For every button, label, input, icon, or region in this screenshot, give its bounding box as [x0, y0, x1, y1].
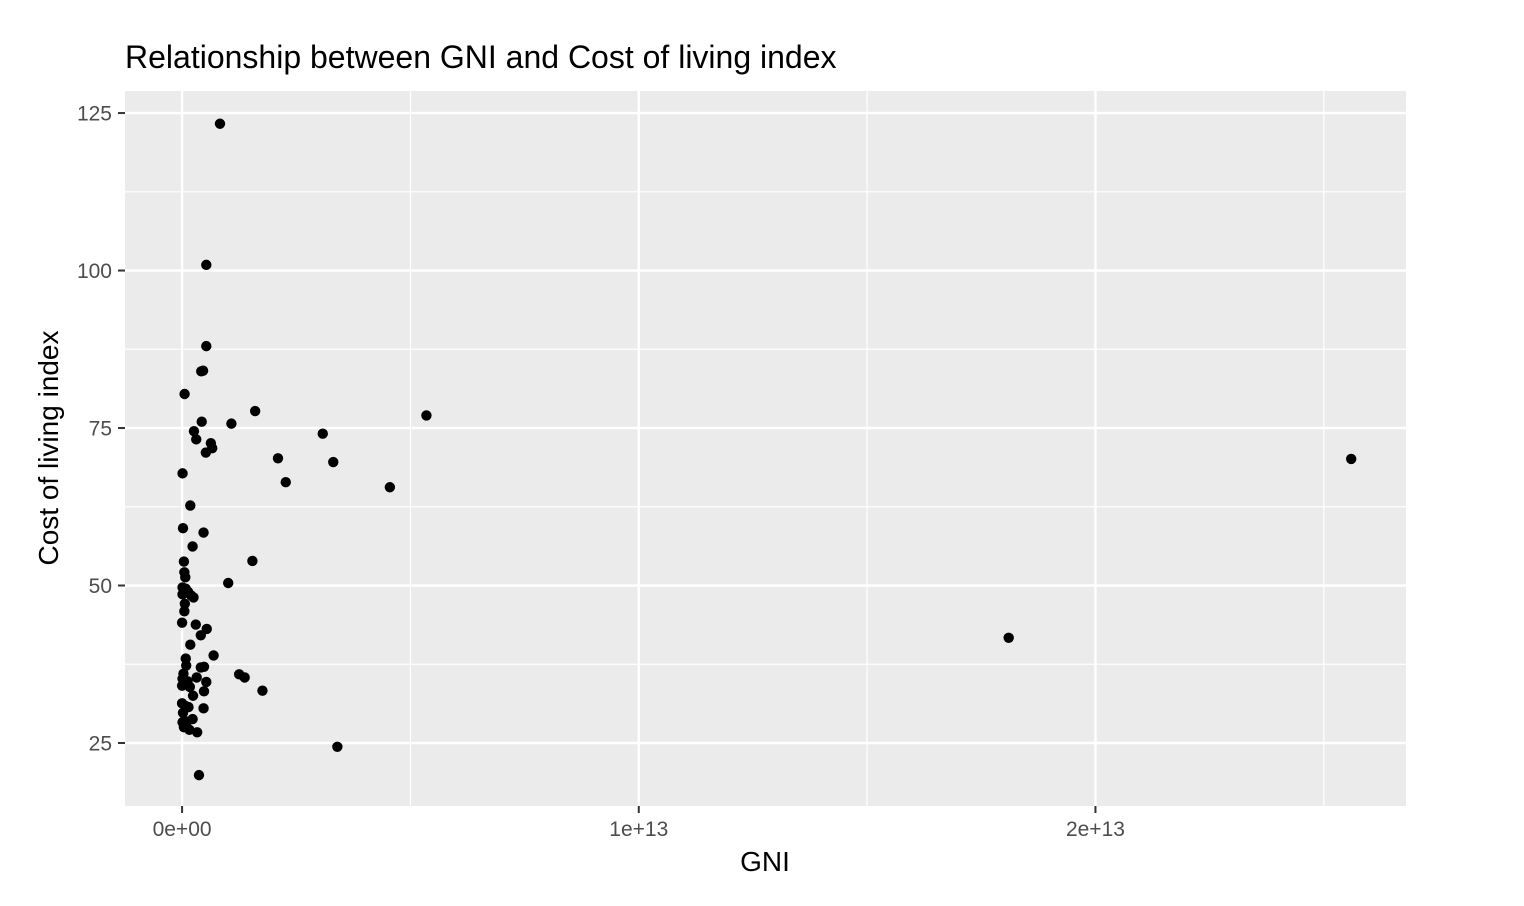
y-axis-title: Cost of living index	[33, 330, 64, 565]
data-point	[177, 468, 188, 479]
data-point	[280, 477, 291, 488]
y-tick-label: 125	[77, 103, 112, 126]
data-point	[185, 500, 196, 511]
data-point	[177, 522, 189, 534]
plot-panel	[125, 91, 1406, 806]
data-point	[384, 482, 396, 493]
data-point	[257, 685, 268, 696]
chart-title: Relationship between GNI and Cost of liv…	[125, 39, 837, 75]
data-point	[421, 410, 432, 421]
y-tick-label: 25	[89, 733, 112, 756]
data-point	[191, 672, 202, 683]
data-point	[198, 686, 210, 697]
data-point	[178, 556, 190, 567]
data-point	[247, 555, 258, 567]
data-point	[187, 541, 198, 552]
data-point	[328, 456, 339, 468]
data-point	[249, 405, 261, 417]
y-tick-label: 100	[77, 260, 112, 283]
data-point	[179, 388, 190, 400]
data-point	[185, 639, 196, 650]
data-point	[272, 453, 284, 464]
data-point	[184, 681, 196, 693]
data-point	[180, 660, 192, 671]
data-point	[177, 589, 188, 600]
data-point	[226, 418, 237, 429]
data-point	[188, 592, 199, 603]
data-point	[196, 416, 207, 427]
data-point	[201, 259, 212, 271]
data-point	[214, 118, 226, 129]
data-point	[200, 447, 212, 458]
minor-gridlines	[125, 91, 1406, 806]
x-axis-title: GNI	[740, 846, 790, 877]
data-point	[187, 713, 198, 725]
y-tick-label: 50	[89, 575, 112, 598]
data-point	[201, 340, 212, 352]
data-point	[201, 676, 212, 688]
data-point	[179, 606, 190, 617]
data-point	[190, 619, 201, 630]
data-point	[180, 572, 191, 583]
data-point	[179, 598, 191, 609]
data-point	[193, 769, 205, 781]
data-point	[188, 425, 200, 437]
data-point	[1345, 453, 1357, 465]
data-points	[176, 118, 1357, 781]
data-point	[239, 672, 250, 683]
data-point	[187, 690, 199, 701]
data-point	[208, 650, 219, 661]
data-point	[191, 434, 202, 445]
data-point	[198, 527, 209, 538]
data-point	[223, 577, 234, 589]
x-tick-label: 1e+13	[609, 818, 668, 841]
x-tick-label: 2e+13	[1066, 818, 1125, 841]
data-point	[332, 741, 343, 752]
data-point	[177, 707, 189, 718]
data-point	[176, 680, 188, 691]
data-point	[191, 727, 203, 738]
data-point	[1003, 632, 1014, 644]
data-point	[176, 617, 188, 628]
x-tick-label: 0e+00	[153, 818, 212, 841]
data-point	[198, 703, 209, 714]
data-point	[317, 428, 328, 439]
x-axis: 0e+00 1e+13 2e+13	[153, 806, 1125, 841]
y-tick-label: 75	[89, 418, 112, 441]
data-point	[198, 661, 210, 672]
data-point	[195, 630, 207, 641]
y-axis: 25 50 75 100 125	[77, 103, 125, 756]
data-point	[197, 365, 209, 376]
